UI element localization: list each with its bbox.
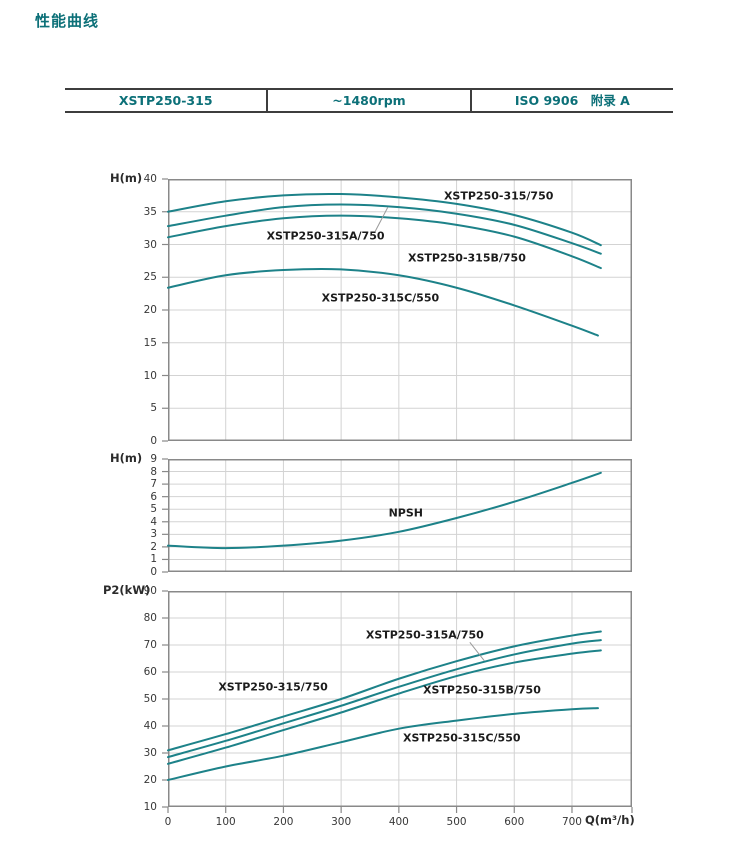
y-tick-label: 20 [143, 774, 157, 786]
curve-label: XSTP250-315A/750 [266, 229, 385, 243]
y-tick-label: 70 [143, 639, 157, 651]
y-tick-label: 10 [143, 801, 157, 813]
power-flow-chart: P2(kW) Q(m³/h) 90 80 70 60 50 40 30 20 10 0 100 200… [103, 583, 635, 828]
y-tick-label: 20 [143, 304, 157, 316]
npsh-chart: H(m) 9 8 7 6 5 4 3 2 1 0 NPSH [110, 451, 632, 578]
y-tick-label: 35 [143, 205, 157, 218]
spec-speed: ~1480rpm [266, 90, 469, 111]
y-tick-label: 5 [150, 402, 157, 415]
curve-xstp250-315b-750 [167, 649, 602, 765]
y-tick-label: 2 [150, 540, 157, 553]
curve-xstp250-315-750 [167, 630, 602, 752]
y-tick-label: 6 [150, 490, 157, 503]
npsh-curve-svg [162, 458, 632, 573]
y-tick-label: 30 [143, 747, 157, 759]
curve-label: XSTP250-315B/750 [423, 683, 541, 697]
label-leader-line [374, 206, 389, 232]
curve-label: XSTP250-315C/550 [321, 291, 440, 305]
curve-npsh [167, 471, 602, 550]
plot-border [168, 591, 632, 807]
x-tick-label: 100 [215, 816, 236, 828]
plot-border [168, 459, 632, 572]
x-tick-label: 400 [388, 816, 409, 828]
curve-label: XSTP250-315B/750 [408, 251, 526, 265]
npsh-chart-y-axis-label: H(m) [110, 451, 143, 465]
curve-label: XSTP250-315/750 [443, 189, 554, 203]
head-chart-y-axis-label: H(m) [110, 171, 143, 185]
x-tick-label: 200 [273, 816, 294, 828]
y-tick-label: 10 [143, 369, 157, 382]
spec-standard: ISO 9906 附录 A [469, 90, 673, 111]
curve-label: XSTP250-315A/750 [365, 628, 484, 642]
y-tick-label: 40 [143, 720, 157, 732]
head-flow-chart: H(m) 40 35 30 25 20 15 10 5 0 XSTP250-315/750 XSTP… [110, 171, 632, 447]
y-tick-label: 80 [143, 612, 157, 624]
y-tick-label: 60 [143, 666, 157, 678]
x-tick-label: 700 [561, 816, 582, 828]
y-tick-label: 30 [143, 238, 157, 251]
curve-label: XSTP250-315C/550 [402, 731, 521, 745]
x-tick-label: 300 [331, 816, 352, 828]
y-tick-label: 5 [150, 503, 157, 516]
y-tick-label: 9 [150, 453, 157, 465]
y-tick-label: 7 [150, 478, 157, 491]
y-tick-label: 15 [143, 336, 157, 349]
spec-model: XSTP250-315 [118, 93, 213, 108]
label-leader-line [469, 641, 485, 661]
curve-xstp250-315c-550 [167, 267, 599, 337]
curve-xstp250-315-750 [167, 192, 602, 247]
curve-xstp250-315a-750 [167, 639, 602, 759]
y-tick-label: 1 [150, 553, 157, 566]
y-tick-label: 90 [143, 585, 157, 597]
curve-xstp250-315a-750 [167, 203, 602, 255]
head-flow-curves-svg [162, 178, 632, 442]
y-tick-label: 4 [150, 515, 157, 528]
x-tick-label: 600 [504, 816, 525, 828]
y-tick-label: 3 [150, 528, 157, 541]
spec-table: XSTP250-315 ~1480rpm ISO 9906 附录 A [65, 88, 673, 113]
x-tick-label: 0 [164, 816, 172, 828]
curve-label: NPSH [388, 506, 423, 520]
power-chart-y-axis-label: P2(kW) [103, 583, 151, 597]
plot-border [168, 179, 632, 441]
y-tick-label: 0 [150, 435, 157, 447]
y-tick-label: 40 [143, 173, 157, 185]
curve-label: XSTP250-315/750 [218, 680, 328, 694]
power-flow-curves-svg [162, 590, 633, 813]
page-title: 性能曲线 [35, 12, 100, 30]
x-axis-unit-label: Q(m³/h) [585, 813, 635, 827]
x-tick-label: 500 [446, 816, 467, 828]
y-tick-label: 8 [150, 465, 157, 478]
y-tick-label: 0 [150, 566, 157, 578]
curve-xstp250-315b-750 [167, 214, 602, 270]
y-tick-label: 25 [143, 271, 157, 284]
curve-xstp250-315c-550 [167, 707, 599, 781]
y-tick-label: 50 [143, 693, 157, 705]
